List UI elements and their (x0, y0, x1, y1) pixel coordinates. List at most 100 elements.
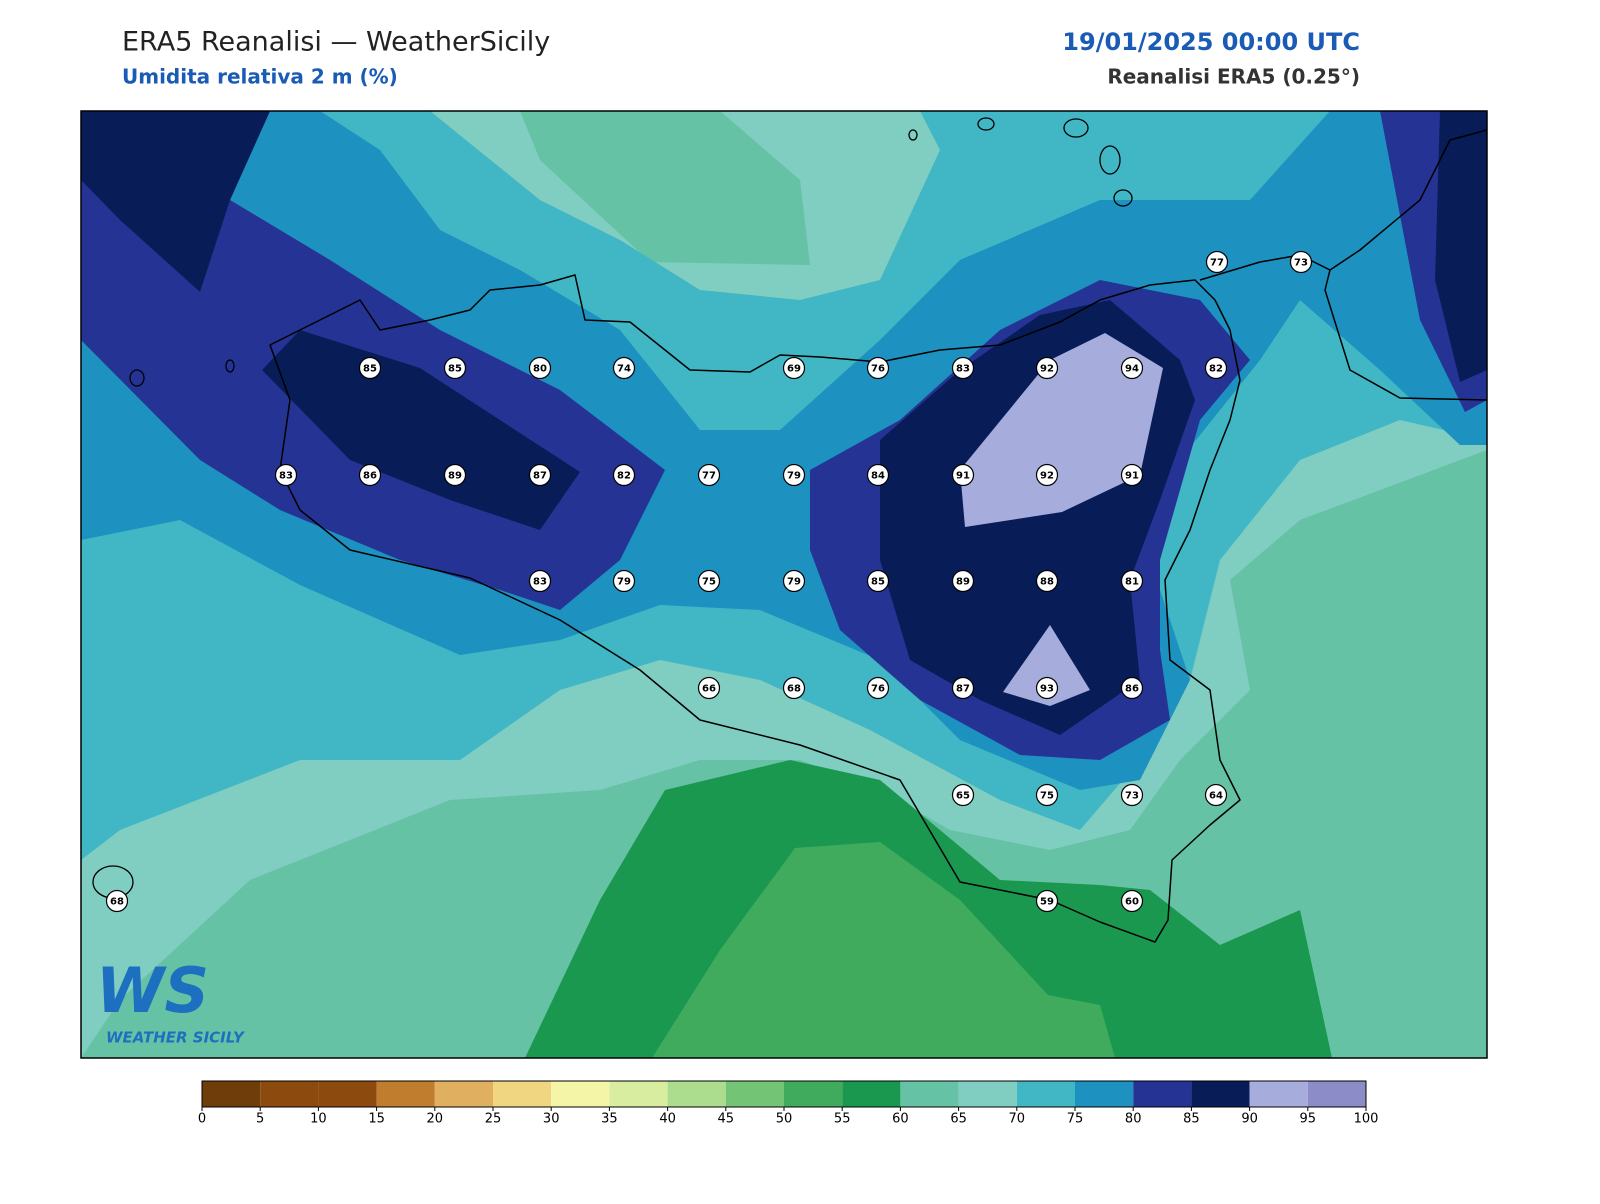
colorbar-tick-label: 0 (198, 1112, 206, 1127)
station-value: 75 (1040, 791, 1054, 802)
colorbar-swatch (1133, 1081, 1192, 1107)
datetime: 19/01/2025 00:00 UTC (1062, 28, 1360, 56)
title: ERA5 Reanalisi — WeatherSicily (122, 27, 550, 58)
colorbar-swatch (1075, 1081, 1134, 1107)
station-marker (1035, 356, 1059, 380)
station-marker (612, 463, 636, 487)
island (977, 117, 995, 131)
station-value: 79 (787, 471, 801, 482)
colorbar-tick-label: 95 (1300, 1112, 1317, 1127)
station-value: 65 (956, 791, 970, 802)
coastline (1199, 129, 1487, 401)
station-marker (358, 463, 382, 487)
colorbar-tick-label: 90 (1241, 1112, 1258, 1127)
station-marker (866, 569, 890, 593)
island (225, 359, 235, 373)
station-marker (951, 569, 975, 593)
station-value: 81 (1125, 577, 1139, 588)
station-marker (1205, 250, 1229, 274)
station-marker (443, 356, 467, 380)
colorbar-tick-label: 60 (892, 1112, 909, 1127)
station-marker (1204, 783, 1228, 807)
station-value: 87 (956, 684, 970, 695)
subtitle: Umidita relativa 2 m (%) (122, 65, 398, 89)
station-marker (951, 356, 975, 380)
colorbar-tick-label: 30 (543, 1112, 560, 1127)
colorbar-swatch (842, 1081, 901, 1107)
station-value: 76 (871, 364, 885, 375)
colorbar-swatch (202, 1081, 261, 1107)
source: Reanalisi ERA5 (0.25°) (1107, 65, 1360, 89)
station-marker (612, 569, 636, 593)
colorbar-swatch (609, 1081, 668, 1107)
contour-band (520, 111, 810, 265)
station-marker (951, 463, 975, 487)
station-value: 82 (1209, 364, 1223, 375)
station-marker (951, 676, 975, 700)
colorbar-swatch (1307, 1081, 1366, 1107)
station-value: 68 (787, 684, 801, 695)
colorbar-tick-label: 25 (485, 1112, 502, 1127)
station-value: 86 (1125, 684, 1139, 695)
station-marker (697, 569, 721, 593)
colorbar-swatch (1191, 1081, 1250, 1107)
station-value: 91 (1125, 471, 1139, 482)
colorbar-tick-label: 20 (427, 1112, 444, 1127)
colorbar-swatch (1016, 1081, 1075, 1107)
station-value: 85 (871, 577, 885, 588)
station-value: 85 (448, 364, 462, 375)
station-marker (951, 783, 975, 807)
station-marker (358, 356, 382, 380)
colorbar-tick-label: 55 (834, 1112, 851, 1127)
colorbar-tick-label: 15 (368, 1112, 385, 1127)
station-value: 83 (279, 471, 293, 482)
station-value: 74 (617, 364, 631, 375)
station-marker (697, 676, 721, 700)
station-value: 82 (617, 471, 631, 482)
station-marker (782, 569, 806, 593)
colorbar-tick-label: 100 (1354, 1112, 1379, 1127)
station-value: 89 (956, 577, 970, 588)
island (1063, 118, 1089, 138)
colorbar-swatch (900, 1081, 959, 1107)
colorbar-swatch (434, 1081, 493, 1107)
station-value: 87 (533, 471, 547, 482)
contour-band (1003, 625, 1090, 706)
station-value: 73 (1294, 258, 1308, 269)
colorbar-tick-label: 45 (718, 1112, 735, 1127)
island (1113, 189, 1133, 207)
station-value: 92 (1040, 471, 1054, 482)
station-value: 88 (1040, 577, 1054, 588)
station-marker (274, 463, 298, 487)
station-marker (1120, 783, 1144, 807)
station-marker (1035, 463, 1059, 487)
station-value: 89 (448, 471, 462, 482)
station-value: 59 (1040, 897, 1054, 908)
colorbar-swatch (784, 1081, 843, 1107)
colorbar-tick-label: 75 (1067, 1112, 1084, 1127)
station-value: 77 (1210, 258, 1224, 269)
station-marker (1035, 569, 1059, 593)
island (129, 369, 145, 387)
station-marker (1120, 463, 1144, 487)
contour-band (960, 333, 1163, 527)
logo-name: WEATHER SICILY (106, 1029, 246, 1047)
station-value: 79 (787, 577, 801, 588)
colorbar-tick-label: 85 (1183, 1112, 1200, 1127)
station-marker (528, 463, 552, 487)
island (908, 129, 918, 141)
station-marker (1289, 250, 1313, 274)
station-value: 64 (1209, 791, 1223, 802)
colorbar-tick-label: 10 (310, 1112, 327, 1127)
station-value: 91 (956, 471, 970, 482)
station-value: 76 (871, 684, 885, 695)
colorbar-swatch (260, 1081, 319, 1107)
station-marker (1120, 569, 1144, 593)
colorbar-tick-label: 65 (950, 1112, 967, 1127)
station-value: 80 (533, 364, 547, 375)
station-marker (697, 463, 721, 487)
colorbar-swatch (667, 1081, 726, 1107)
station-value: 84 (871, 471, 885, 482)
coastline (269, 274, 1241, 943)
